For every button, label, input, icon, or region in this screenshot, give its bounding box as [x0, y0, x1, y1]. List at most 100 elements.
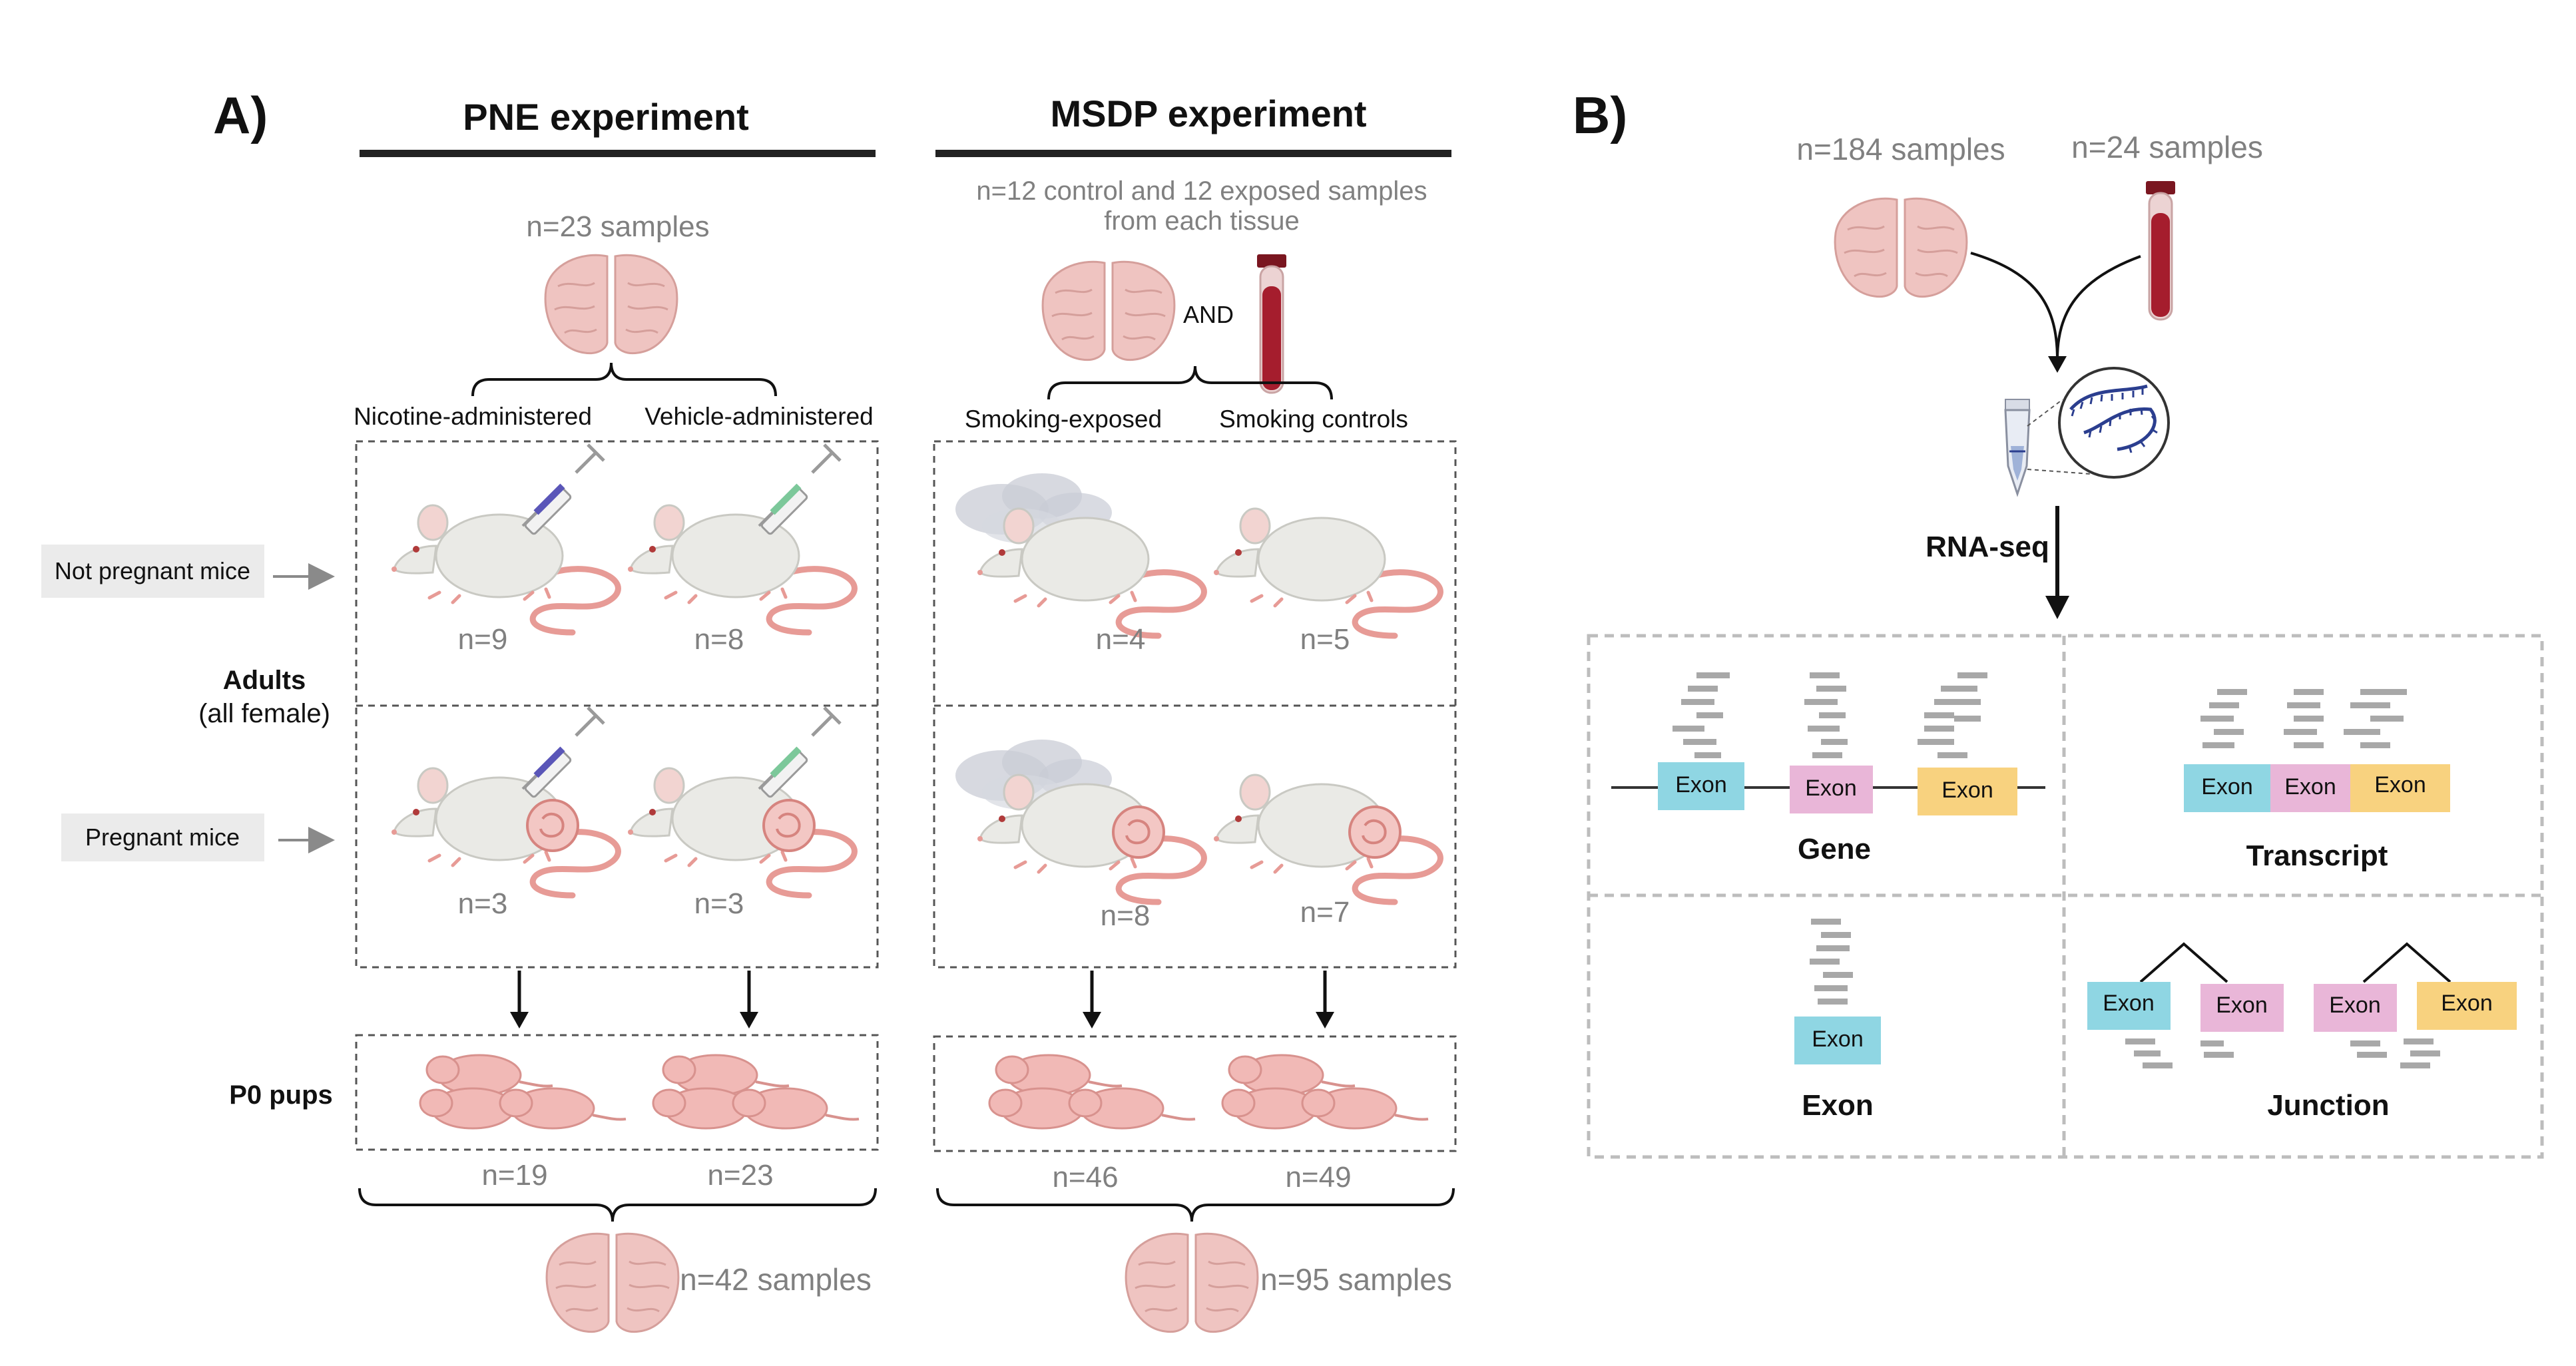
rna-icon: [2058, 367, 2170, 479]
pne-pups-left-count: n=19: [481, 1159, 547, 1192]
pne-adults-box: [355, 440, 879, 969]
pne-brain-icon: [544, 254, 678, 355]
junction-exon-4-label: Exon: [2441, 991, 2493, 1016]
junction-exon-1: [2087, 982, 2171, 1030]
gene-reads: [1673, 672, 1987, 758]
junction-exon-2-label: Exon: [2216, 993, 2268, 1018]
pups-label: P0 pups: [229, 1080, 333, 1110]
pne-np-right-count: n=8: [694, 623, 744, 656]
msdp-brace: [1047, 365, 1333, 400]
junction-exon-2: [2200, 984, 2284, 1032]
junction-exon-3-label: Exon: [2329, 993, 2381, 1018]
pne-brace: [471, 362, 777, 397]
transcript-exon-1-label: Exon: [2201, 774, 2253, 799]
gene-exon-2-label: Exon: [1805, 776, 1857, 801]
not-pregnant-label: Not pregnant mice: [55, 557, 250, 584]
msdp-control-pregnant-mouse: [1214, 775, 1440, 902]
adults-sublabel: (all female): [198, 699, 330, 728]
pne-pups-box: [355, 1034, 879, 1151]
msdp-and-label: AND: [1183, 301, 1234, 328]
pne-group-right: Vehicle-administered: [644, 403, 873, 430]
syringe-icon: [523, 708, 604, 797]
pregnant-label: Pregnant mice: [85, 823, 240, 851]
embryo-icon: [1348, 805, 1402, 859]
pne-p-left-count: n=3: [458, 887, 508, 920]
pne-np-left-count: n=9: [458, 623, 508, 656]
arrows-to-pups: [510, 971, 1334, 1028]
zoom-line: [2027, 399, 2063, 427]
pne-vehicle-pregnant-mouse: [628, 768, 854, 895]
pne-samples: n=23 samples: [526, 210, 709, 243]
msdp-total-brain-icon: [1125, 1232, 1259, 1333]
msdp-group-left: Smoking-exposed: [965, 405, 1162, 433]
junction-level-label: Junction: [2267, 1089, 2389, 1122]
exon-quadrant-exon-label: Exon: [1812, 1026, 1864, 1052]
pne-group-left: Nicotine-administered: [354, 403, 592, 430]
msdp-title-underline: [935, 150, 1451, 157]
gene-exon-3-label: Exon: [1941, 778, 1993, 803]
junction-reads: [2125, 1038, 2440, 1068]
panel-b-label: B): [1573, 86, 1627, 144]
transcript-exon-2-label: Exon: [2284, 774, 2336, 799]
msdp-total-brace: [936, 1188, 1455, 1222]
msdp-exposed-pregnant-mouse: [977, 775, 1204, 902]
sample-tube-icon: [2004, 399, 2031, 497]
msdp-np-right-count: n=5: [1300, 623, 1350, 656]
pne-total-brace: [358, 1188, 877, 1222]
exon-quadrant-exon: [1794, 1017, 1881, 1064]
pups-icon: [419, 1054, 1429, 1130]
transcript-exon-1: [2184, 764, 2270, 812]
embryo-icon: [762, 799, 816, 852]
junction-exon-1-label: Exon: [2103, 991, 2155, 1016]
pne-nicotine-mouse: [391, 505, 618, 632]
method-label: RNA-seq: [1926, 531, 2049, 563]
merge-arrowhead: [2048, 356, 2067, 373]
pne-p-right-count: n=3: [694, 887, 744, 920]
msdp-p-right-count: n=7: [1300, 896, 1350, 929]
gene-exon-3: [1918, 768, 2017, 815]
merge-curve-right: [2056, 255, 2141, 360]
pne-title-underline: [360, 150, 876, 157]
syringe-icon: [523, 445, 604, 535]
pregnant-tag: [61, 813, 264, 861]
msdp-samples-line2: from each tissue: [1104, 206, 1299, 236]
zoom-line: [2027, 469, 2091, 475]
msdp-blood-tube-icon: [1256, 253, 1288, 394]
msdp-adults-box: [933, 440, 1457, 969]
merge-curve-left: [1970, 252, 2059, 360]
panel-a-label: A): [213, 86, 268, 144]
junction-exon-4: [2417, 982, 2517, 1030]
panel-b-blood-tube-icon: [2145, 180, 2177, 321]
msdp-control-mouse: [1214, 509, 1440, 636]
gene-exon-1-label: Exon: [1675, 772, 1727, 797]
gene-exon-1: [1658, 762, 1744, 810]
transcript-exon-2: [2270, 764, 2350, 812]
exon-level-label: Exon: [1802, 1089, 1874, 1122]
exon-reads: [1810, 919, 1853, 1005]
pne-vehicle-mouse: [628, 505, 854, 632]
pne-total: n=42 samples: [680, 1262, 872, 1297]
pne-pups-right-count: n=23: [707, 1159, 773, 1192]
transcript-level-label: Transcript: [2246, 839, 2388, 872]
junction-arc-1: [2139, 942, 2228, 983]
pne-title: PNE experiment: [463, 96, 749, 138]
msdp-pups-box: [933, 1035, 1457, 1152]
msdp-exposed-mouse: [977, 509, 1204, 636]
syringe-icon: [759, 445, 840, 535]
embryo-icon: [526, 799, 579, 852]
msdp-title: MSDP experiment: [1050, 93, 1366, 134]
transcript-reads: [2200, 689, 2407, 748]
transcript-exon-3: [2350, 764, 2450, 812]
msdp-p-left-count: n=8: [1101, 899, 1151, 932]
msdp-samples-line1: n=12 control and 12 exposed samples: [976, 176, 1427, 206]
not-pregnant-tag: [41, 545, 264, 598]
msdp-np-left-count: n=4: [1096, 623, 1146, 656]
msdp-pups-left-count: n=46: [1052, 1161, 1118, 1194]
syringe-icon: [759, 708, 840, 797]
gene-level-label: Gene: [1798, 833, 1871, 865]
transcript-exon-3-label: Exon: [2374, 772, 2426, 797]
brain-samples: n=184 samples: [1796, 132, 2005, 166]
msdp-pups-right-count: n=49: [1285, 1161, 1351, 1194]
embryo-icon: [1112, 805, 1165, 859]
msdp-group-right: Smoking controls: [1219, 405, 1408, 433]
